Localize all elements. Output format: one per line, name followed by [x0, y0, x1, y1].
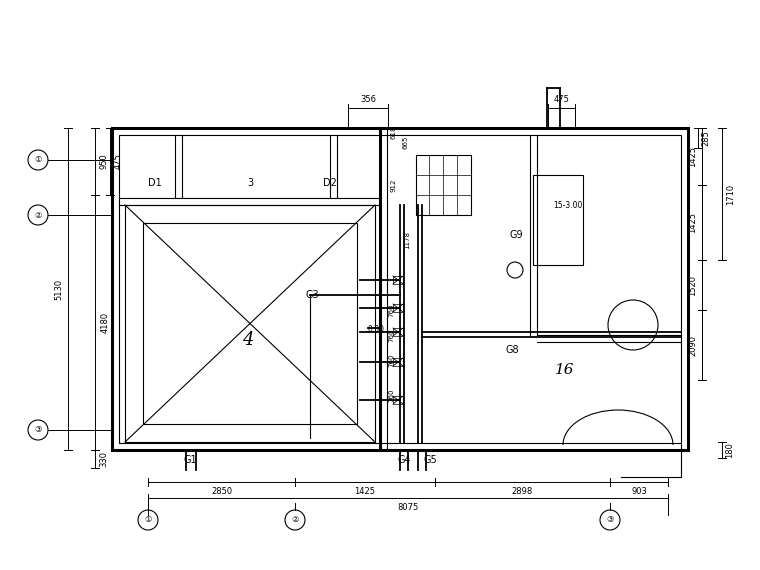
Text: ②: ② — [34, 210, 42, 219]
Text: 475: 475 — [113, 153, 122, 169]
Text: G5: G5 — [423, 455, 437, 465]
Text: 903: 903 — [631, 487, 647, 495]
Text: 760: 760 — [388, 353, 394, 367]
Text: 950: 950 — [100, 154, 109, 169]
Text: 618: 618 — [390, 125, 396, 139]
Bar — [533, 175, 583, 265]
Text: 15-3.00: 15-3.00 — [553, 201, 582, 210]
Text: 4180: 4180 — [100, 312, 109, 333]
Text: D1: D1 — [148, 178, 162, 188]
Text: G9: G9 — [510, 230, 524, 240]
Bar — [393, 276, 403, 284]
Text: 2090: 2090 — [689, 335, 698, 356]
Text: 2850: 2850 — [211, 487, 232, 495]
Text: 2898: 2898 — [512, 487, 533, 495]
Bar — [112, 128, 688, 450]
Text: 1710: 1710 — [727, 184, 736, 205]
Text: D2: D2 — [323, 178, 337, 188]
Text: 180: 180 — [726, 442, 734, 458]
Text: 4: 4 — [242, 331, 254, 349]
Text: G1: G1 — [183, 455, 197, 465]
Text: 665: 665 — [402, 135, 408, 149]
Text: 475: 475 — [553, 96, 569, 104]
Bar — [393, 304, 403, 312]
Text: 1520: 1520 — [689, 275, 698, 295]
Text: 330: 330 — [100, 451, 109, 467]
Text: 760: 760 — [388, 388, 394, 402]
Text: ①: ① — [144, 515, 152, 524]
Bar — [143, 223, 357, 424]
Text: ③: ③ — [34, 425, 42, 434]
Text: 0.30: 0.30 — [368, 325, 385, 335]
Text: 3: 3 — [247, 178, 253, 188]
Text: 1178: 1178 — [404, 231, 410, 249]
Text: 5130: 5130 — [55, 278, 64, 300]
Bar — [393, 328, 403, 336]
Text: 1425: 1425 — [689, 146, 698, 167]
Text: 8075: 8075 — [397, 503, 419, 511]
Bar — [125, 205, 375, 442]
Text: 285: 285 — [701, 130, 711, 146]
Text: ②: ② — [291, 515, 299, 524]
Text: G4: G4 — [397, 455, 411, 465]
Text: 356: 356 — [360, 96, 376, 104]
Text: G3: G3 — [305, 290, 318, 300]
Text: 16: 16 — [556, 363, 575, 377]
Text: 912: 912 — [390, 178, 396, 192]
Text: 1425: 1425 — [689, 212, 698, 233]
Bar — [416, 155, 471, 215]
Bar — [119, 135, 681, 443]
Text: ①: ① — [34, 156, 42, 165]
Text: 1425: 1425 — [354, 487, 375, 495]
Text: 760: 760 — [388, 328, 394, 342]
Bar — [393, 358, 403, 366]
Bar — [393, 396, 403, 404]
Text: G8: G8 — [505, 345, 518, 355]
Text: 760: 760 — [388, 303, 394, 317]
Text: ③: ③ — [606, 515, 614, 524]
